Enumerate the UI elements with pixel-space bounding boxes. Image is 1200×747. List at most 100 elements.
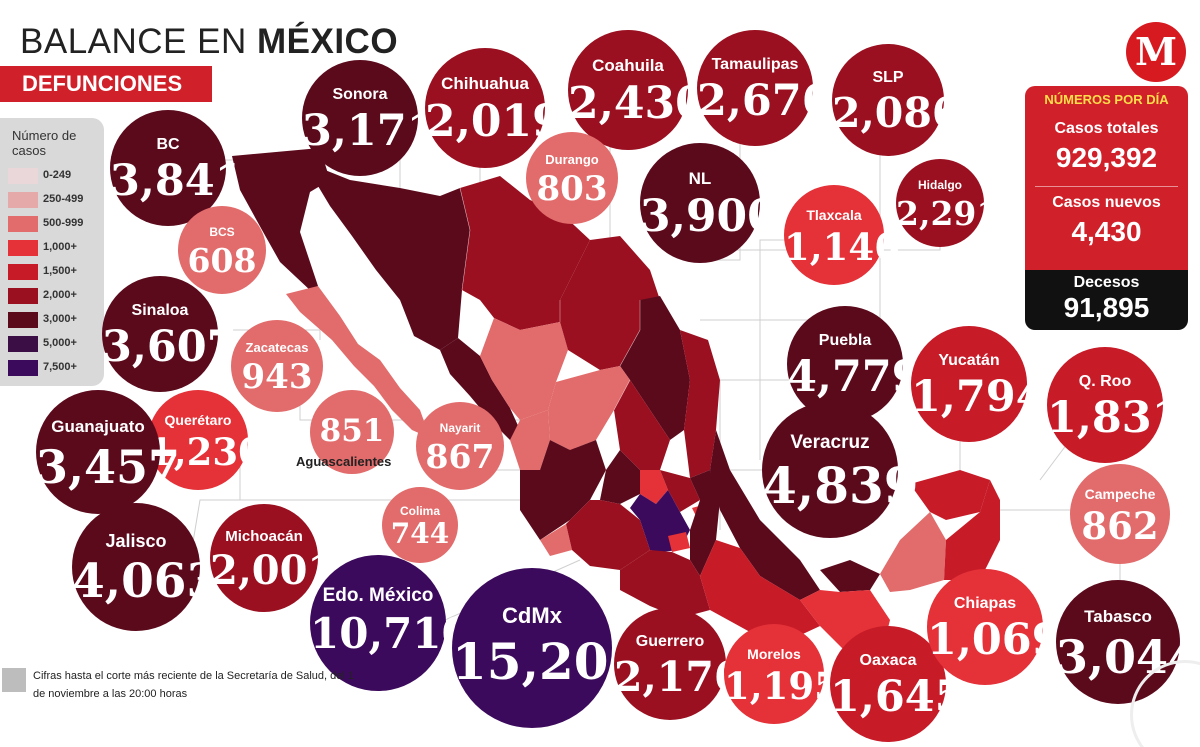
- state-deaths-value: 2,001: [210, 547, 336, 594]
- legend-label: 2,000+: [43, 289, 77, 301]
- legend-label: 5,000+: [43, 337, 77, 349]
- state-deaths-value: 1,794: [911, 372, 1046, 422]
- state-name: Edo. México: [322, 585, 434, 606]
- legend-swatch: [8, 264, 38, 280]
- title-light: BALANCE EN: [20, 22, 257, 61]
- state-bubble-cdmx: CdMx 15,202: [452, 568, 644, 728]
- state-bubble-zacatecas: Zacatecas 943: [231, 320, 323, 412]
- legend-label: 3,000+: [43, 313, 77, 325]
- daily-panel-bottom: Decesos 91,895: [1025, 270, 1188, 330]
- state-deaths-value: 1,069: [927, 615, 1062, 665]
- milenio-logo: M: [1126, 22, 1186, 82]
- state-bubble-morelos: Morelos 1,195: [724, 624, 840, 724]
- daily-panel-top: NÚMEROS POR DÍA Casos totales 929,392 Ca…: [1025, 86, 1188, 270]
- state-name: BC: [156, 136, 180, 153]
- state-bubble-bcs: BCS 608: [178, 206, 266, 294]
- daily-header: NÚMEROS POR DÍA: [1044, 92, 1169, 107]
- total-cases-label: Casos totales: [1054, 120, 1159, 137]
- state-name: Hidalgo: [918, 178, 962, 192]
- state-deaths-value: 867: [425, 437, 495, 476]
- state-deaths-value: 1,195: [724, 664, 840, 708]
- legend-item: 0-249: [8, 166, 104, 186]
- state-name: Nayarit: [439, 421, 481, 435]
- legend-item: 2,000+: [8, 286, 104, 306]
- legend-item: 1,500+: [8, 262, 104, 282]
- legend-item: 500-999: [8, 214, 104, 234]
- daily-numbers-panel: NÚMEROS POR DÍA Casos totales 929,392 Ca…: [1025, 86, 1188, 330]
- total-cases-value: 929,392: [1055, 142, 1158, 173]
- legend-label: 7,500+: [43, 361, 77, 373]
- legend-item: 1,000+: [8, 238, 104, 258]
- legend-label: 1,000+: [43, 241, 77, 253]
- state-deaths-value: 10,710: [310, 609, 471, 658]
- logo-letter: M: [1134, 29, 1178, 74]
- new-cases-label: Casos nuevos: [1052, 194, 1161, 211]
- state-name: Colima: [399, 504, 440, 518]
- state-name: Michoacán: [225, 528, 303, 545]
- state-deaths-value: 2,430: [568, 78, 706, 129]
- state-name: NL: [688, 169, 712, 188]
- state-deaths-value: 851: [319, 413, 385, 449]
- state-name: Durango: [545, 152, 599, 167]
- legend-item: 3,000+: [8, 310, 104, 330]
- state-deaths-value: 3,607: [102, 322, 237, 372]
- state-name: Chiapas: [953, 595, 1017, 612]
- legend-swatch: [8, 336, 38, 352]
- state-bubble-guanajuato: Guanajuato 3,457: [36, 390, 181, 514]
- state-bubble-veracruz: Veracruz 4,839: [762, 402, 919, 538]
- legend-swatch: [8, 288, 38, 304]
- state-bubble-puebla: Puebla 4,779: [787, 306, 922, 422]
- legend-swatch: [8, 216, 38, 232]
- state-name: Campeche: [1084, 486, 1156, 502]
- subtitle-banner: DEFUNCIONES: [0, 66, 212, 102]
- state-bubble-michoacán: Michoacán 2,001: [210, 504, 336, 612]
- state-bubble-yucatán: Yucatán 1,794: [911, 326, 1046, 442]
- state-deaths-value: 1,831: [1047, 393, 1182, 443]
- state-deaths-value: 3,841: [110, 156, 245, 206]
- state-deaths-value: 943: [241, 357, 313, 397]
- footnote: Cifras hasta el corte más reciente de la…: [33, 670, 355, 700]
- state-name: Zacatecas: [245, 340, 309, 355]
- state-deaths-value: 2,176: [614, 653, 743, 701]
- state-name: Sinaloa: [131, 302, 189, 319]
- state-name: Guanajuato: [51, 417, 145, 436]
- legend-swatch: [8, 240, 38, 256]
- state-name: Morelos: [747, 646, 801, 662]
- page-title: BALANCE EN MÉXICO: [20, 22, 398, 62]
- aguascalientes-label: Aguascalientes: [296, 454, 392, 469]
- title-bold: MÉXICO: [256, 22, 399, 61]
- state-deaths-value: 3,457: [36, 440, 181, 494]
- state-name: Oaxaca: [859, 652, 917, 669]
- state-bubble-coahuila: Coahuila 2,430: [568, 30, 706, 150]
- state-bubble-campeche: Campeche 862: [1070, 464, 1170, 564]
- state-name: Coahuila: [592, 56, 664, 75]
- state-deaths-value: 2,291: [896, 194, 1000, 233]
- state-name: SLP: [872, 69, 904, 86]
- state-name: Sonora: [332, 86, 388, 103]
- state-bubble-edo-méxico: Edo. México 10,710: [310, 555, 471, 691]
- state-deaths-value: 744: [390, 517, 450, 550]
- legend-label: 0-249: [43, 169, 72, 181]
- state-bubble-nayarit: Nayarit 867: [416, 402, 504, 490]
- state-deaths-value: 4,063: [72, 554, 220, 609]
- state-deaths-value: 3,900: [640, 191, 778, 242]
- state-bubble-slp: SLP 2,086: [832, 44, 960, 156]
- panel-divider: [1035, 186, 1178, 187]
- state-deaths-value: 608: [187, 241, 257, 280]
- legend-swatch: [8, 168, 38, 184]
- state-name: Jalisco: [105, 531, 167, 551]
- state-deaths-value: 862: [1081, 504, 1159, 548]
- state-name: Puebla: [818, 332, 872, 349]
- state-deaths-value: 2,676: [697, 76, 832, 126]
- state-deaths-value: 803: [536, 169, 608, 209]
- legend-label: 250-499: [43, 193, 84, 205]
- legend-label: 1,500+: [43, 265, 77, 277]
- deaths-value: 91,895: [1063, 292, 1150, 323]
- state-name: Guerrero: [635, 633, 705, 650]
- state-bubble-oaxaca: Oaxaca 1,645: [830, 626, 965, 742]
- state-deaths-value: 4,779: [787, 352, 922, 402]
- state-deaths-value: 15,202: [452, 632, 644, 691]
- state-name: Chihuahua: [441, 74, 529, 93]
- state-deaths-value: 1,230: [148, 430, 264, 474]
- state-name: Veracruz: [790, 432, 870, 453]
